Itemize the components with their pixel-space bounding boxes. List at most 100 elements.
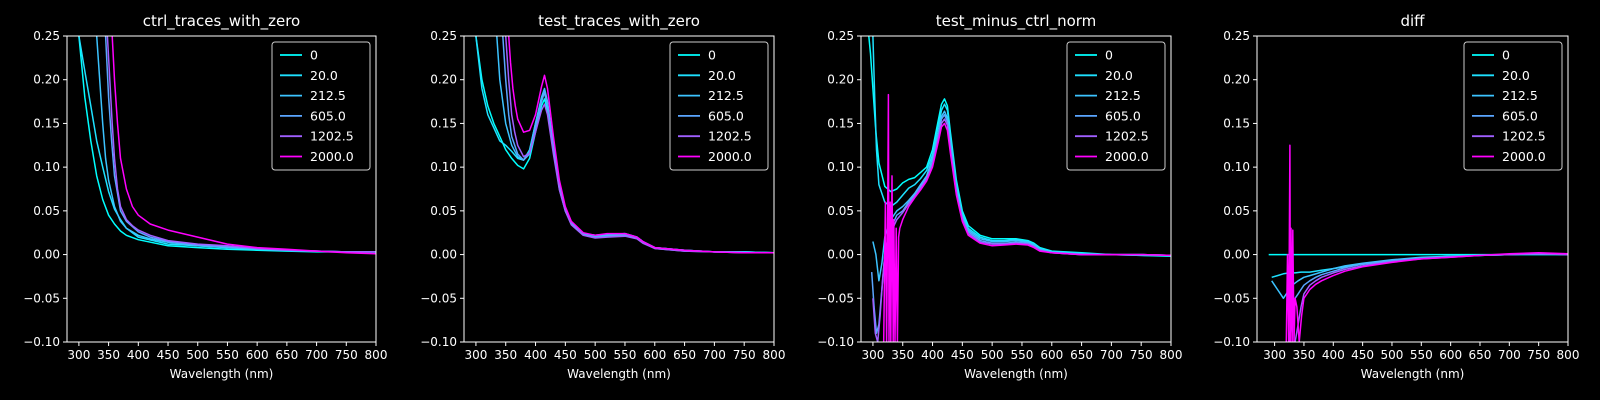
x-tick-label: 450 bbox=[157, 348, 180, 362]
legend-entry: 0 bbox=[1502, 48, 1510, 63]
y-tick-label: 0.05 bbox=[33, 204, 60, 218]
chart-title: diff bbox=[1400, 12, 1425, 30]
x-tick-label: 300 bbox=[1263, 348, 1286, 362]
x-axis-label: Wavelength (nm) bbox=[170, 367, 274, 381]
y-tick-label: 0.15 bbox=[430, 116, 457, 130]
y-tick-label: 0.20 bbox=[33, 73, 60, 87]
series-line-3 bbox=[1271, 252, 1568, 300]
x-tick-label: 500 bbox=[186, 348, 209, 362]
y-tick-label: 0.10 bbox=[827, 160, 854, 174]
y-tick-label: 0.00 bbox=[827, 248, 854, 262]
x-tick-label: 400 bbox=[524, 348, 547, 362]
x-tick-label: 400 bbox=[127, 348, 150, 362]
x-tick-label: 700 bbox=[1100, 348, 1123, 362]
x-tick-label: 450 bbox=[1351, 348, 1374, 362]
x-tick-label: 300 bbox=[464, 348, 487, 362]
x-tick-label: 650 bbox=[1070, 348, 1093, 362]
legend-entry: 1202.5 bbox=[708, 129, 752, 144]
y-tick-label: 0.25 bbox=[1223, 29, 1250, 43]
series-line-4 bbox=[1288, 252, 1568, 342]
series-line-6 bbox=[111, 36, 376, 255]
axes-frame bbox=[1256, 35, 1569, 343]
y-tick-label: 0.25 bbox=[430, 29, 457, 43]
plot-area bbox=[868, 36, 1171, 342]
legend-entry: 212.5 bbox=[310, 88, 346, 103]
x-tick-label: 400 bbox=[921, 348, 944, 362]
y-tick-label: −0.10 bbox=[1213, 335, 1250, 349]
y-tick-label: 0.25 bbox=[827, 29, 854, 43]
y-tick-label: 0.00 bbox=[430, 248, 457, 262]
y-tick-label: 0.20 bbox=[1223, 73, 1250, 87]
x-axis-label: Wavelength (nm) bbox=[567, 367, 671, 381]
legend: 0 20.0 212.5 605.0 1202.5 2000.0 bbox=[1463, 41, 1563, 171]
x-tick-label: 800 bbox=[365, 348, 388, 362]
y-tick-label: −0.10 bbox=[420, 335, 457, 349]
legend-entry: 605.0 bbox=[1502, 108, 1538, 123]
x-tick-label: 600 bbox=[246, 348, 269, 362]
chart-title: test_minus_ctrl_norm bbox=[936, 12, 1097, 31]
legend-entry: 0 bbox=[1105, 48, 1113, 63]
x-tick-label: 400 bbox=[1322, 348, 1345, 362]
x-tick-label: 350 bbox=[891, 348, 914, 362]
legend-entry: 20.0 bbox=[1502, 68, 1530, 83]
chart-title: ctrl_traces_with_zero bbox=[143, 12, 300, 31]
x-axis-label: Wavelength (nm) bbox=[1361, 367, 1465, 381]
series-line-6 bbox=[1285, 144, 1568, 342]
x-tick-label: 550 bbox=[216, 348, 239, 362]
x-tick-label: 700 bbox=[1498, 348, 1521, 362]
y-tick-label: 0.00 bbox=[1223, 248, 1250, 262]
x-tick-label: 550 bbox=[1410, 348, 1433, 362]
x-tick-label: 800 bbox=[763, 348, 786, 362]
legend-entry: 20.0 bbox=[1105, 68, 1133, 83]
x-tick-label: 550 bbox=[614, 348, 637, 362]
x-tick-label: 650 bbox=[1469, 348, 1492, 362]
legend-entry: 212.5 bbox=[708, 88, 744, 103]
y-tick-label: −0.05 bbox=[817, 291, 854, 305]
legend-entry: 0 bbox=[708, 48, 716, 63]
plot-area bbox=[78, 36, 376, 255]
plot-area bbox=[475, 36, 774, 254]
legend-frame bbox=[271, 41, 371, 171]
y-tick-label: −0.05 bbox=[420, 291, 457, 305]
legend-entry: 20.0 bbox=[310, 68, 338, 83]
y-tick-label: 0.15 bbox=[827, 116, 854, 130]
x-tick-label: 350 bbox=[1292, 348, 1315, 362]
legend-entry: 2000.0 bbox=[310, 149, 354, 164]
axes-frame bbox=[463, 35, 775, 343]
y-tick-label: 0.20 bbox=[430, 73, 457, 87]
x-tick-label: 650 bbox=[275, 348, 298, 362]
legend-frame bbox=[1066, 41, 1166, 171]
x-tick-label: 700 bbox=[703, 348, 726, 362]
series-line-6 bbox=[882, 93, 1171, 342]
chart-panel-3: test_minus_ctrl_norm 300 350 400 450 500 550 60… bbox=[817, 12, 1182, 381]
y-tick-label: 0.10 bbox=[1223, 160, 1250, 174]
legend-entry: 20.0 bbox=[708, 68, 736, 83]
x-tick-label: 300 bbox=[861, 348, 884, 362]
y-tick-label: 0.05 bbox=[1223, 204, 1250, 218]
legend-entry: 1202.5 bbox=[1502, 129, 1546, 144]
y-tick-label: 0.05 bbox=[430, 204, 457, 218]
legend-entry: 605.0 bbox=[708, 108, 744, 123]
x-tick-label: 350 bbox=[97, 348, 120, 362]
y-tick-label: −0.05 bbox=[23, 291, 60, 305]
x-tick-label: 500 bbox=[981, 348, 1004, 362]
legend-entry: 2000.0 bbox=[1105, 149, 1149, 164]
x-tick-label: 450 bbox=[951, 348, 974, 362]
series-line-6 bbox=[507, 36, 774, 254]
series-line-5 bbox=[504, 36, 774, 254]
y-tick-label: 0.15 bbox=[33, 116, 60, 130]
chart-panel-1: ctrl_traces_with_zero 300 350 400 450 500 550 6… bbox=[23, 12, 387, 381]
x-tick-label: 600 bbox=[643, 348, 666, 362]
x-tick-label: 600 bbox=[1439, 348, 1462, 362]
series-line-5 bbox=[1294, 252, 1568, 342]
x-tick-label: 750 bbox=[335, 348, 358, 362]
x-tick-label: 500 bbox=[584, 348, 607, 362]
x-tick-label: 300 bbox=[67, 348, 90, 362]
y-tick-label: 0.20 bbox=[827, 73, 854, 87]
x-tick-label: 450 bbox=[554, 348, 577, 362]
y-tick-label: −0.10 bbox=[23, 335, 60, 349]
x-tick-label: 700 bbox=[305, 348, 328, 362]
y-tick-label: −0.05 bbox=[1213, 291, 1250, 305]
axes-frame bbox=[66, 35, 377, 343]
legend-entry: 2000.0 bbox=[1502, 149, 1546, 164]
